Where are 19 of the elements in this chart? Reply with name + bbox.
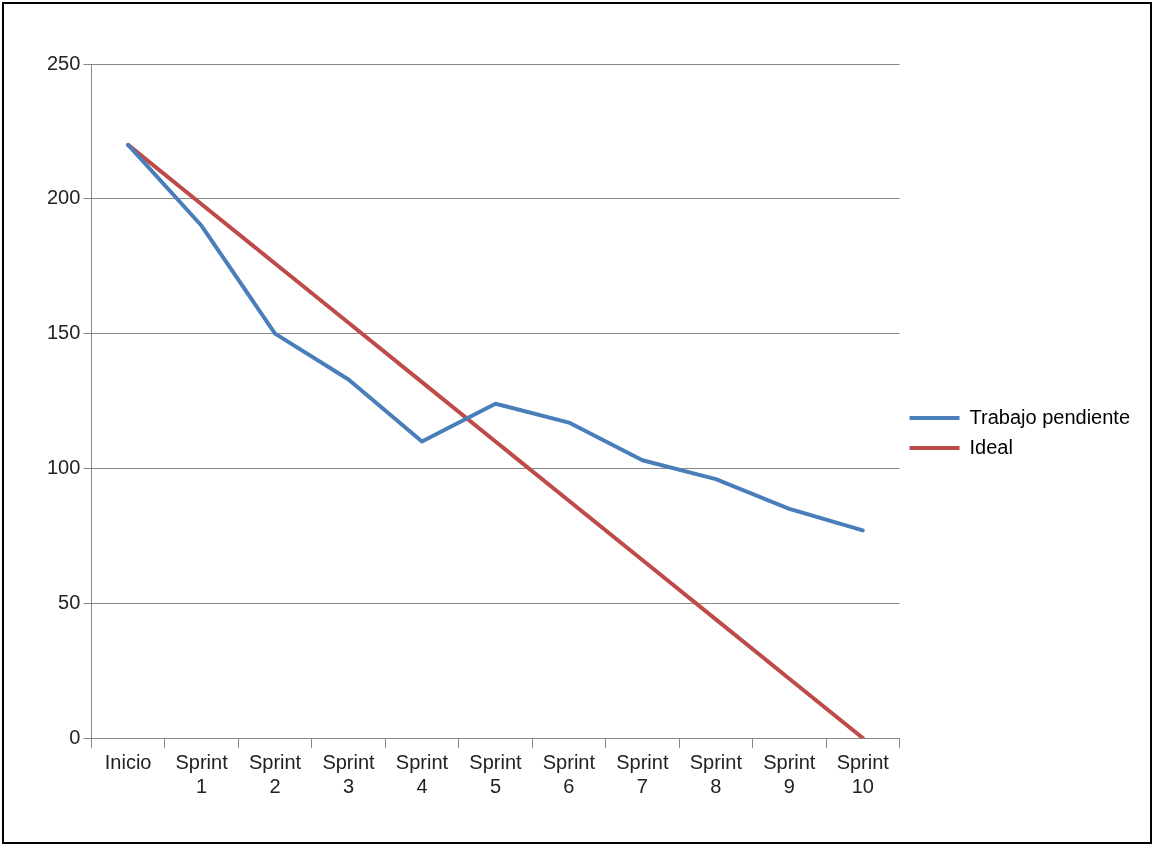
y-tick-label: 50 [58, 590, 81, 613]
x-tick-label: Sprint 4 [395, 750, 449, 797]
legend-label: Trabajo pendiente [969, 405, 1131, 428]
y-tick-label: 200 [46, 186, 81, 209]
y-tick-label: 150 [46, 321, 81, 344]
x-tick-label: Sprint 1 [175, 750, 229, 797]
x-tick-label: Sprint 8 [689, 750, 743, 797]
x-tick-label: Sprint 5 [469, 750, 522, 797]
x-tick-label: Sprint 3 [322, 750, 376, 797]
y-tick-label: 100 [46, 455, 81, 478]
x-tick-label: Sprint 2 [248, 750, 302, 797]
x-tick-label: Sprint 6 [542, 750, 596, 797]
x-tick-label: Sprint 7 [616, 750, 669, 797]
y-tick-label: 250 [46, 51, 81, 74]
legend-label: Ideal [969, 435, 1013, 458]
x-tick-label: Sprint 10 [836, 750, 890, 797]
y-tick-label: 0 [69, 725, 81, 748]
x-tick-label: Sprint 9 [763, 750, 816, 797]
x-tick-label: Inicio [104, 750, 152, 773]
